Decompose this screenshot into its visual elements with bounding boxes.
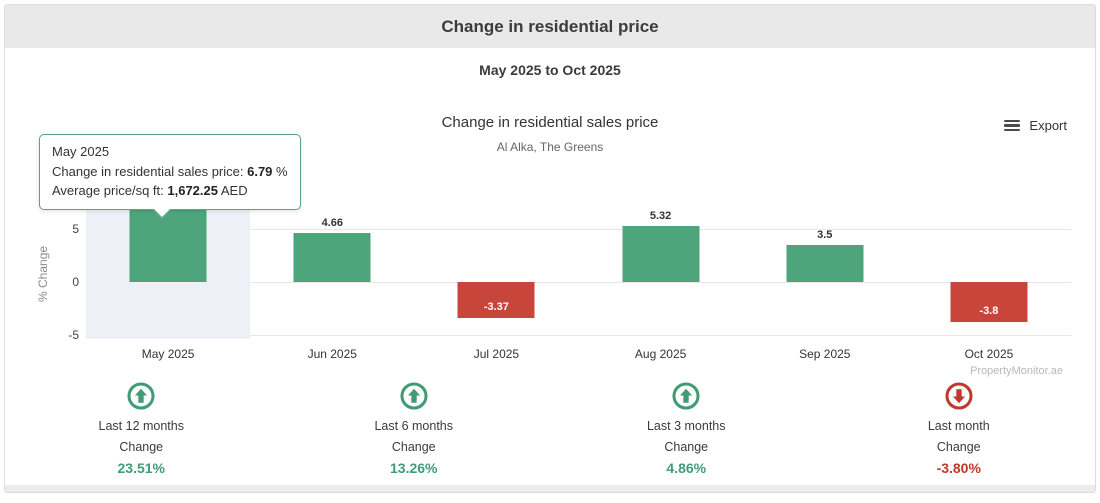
stat-change-label: Change [119,440,164,454]
bar-may-2025[interactable] [129,210,207,282]
plot-column-jun-2025: 4.66 [250,208,414,339]
arrow-down-circle-icon [945,382,973,410]
chart-title: Change in residential sales price [441,114,659,131]
gridline [86,282,1071,283]
x-axis-label-may-2025: May 2025 [141,347,195,361]
stats-row: Last 12 months Change 23.51% Last 6 mont… [5,382,1095,476]
stat-last-month: Last month Change -3.80% [823,382,1096,476]
gridline [86,334,1071,336]
gridline [86,229,1071,231]
plot-column-may-2025: 6.79 [86,194,251,339]
stat-value: 4.86% [666,460,707,476]
bar-value-label: -3.37 [483,300,509,313]
menu-icon [1004,119,1021,132]
y-tick-label: 0 [72,275,79,289]
bar-oct-2025[interactable] [950,282,1028,323]
y-tick-label: -5 [68,327,79,342]
bar-sep-2025[interactable] [786,245,864,282]
bar-value-label: -3.8 [979,305,999,318]
chart-subtitle: Al Alka, The Greens [496,140,604,154]
stat-change-label: Change [664,440,709,454]
stat-value: -3.80% [936,460,981,476]
bar-value-label: 3.5 [817,229,833,241]
arrow-up-circle-icon [127,382,155,410]
plot-area: 6.79 4.66 -3.37 5.32 3.5 -3.8 [86,194,1071,339]
stat-last-6-months: Last 6 months Change 13.26% [278,382,551,476]
x-axis-labels: May 2025 Jun 2025 Jul 2025 Aug 2025 Sep 2025… [86,347,1071,361]
stat-period-label: Last 12 months [98,419,184,433]
y-axis-title: % Change [36,245,50,302]
x-axis-label-oct-2025: Oct 2025 [964,347,1014,361]
x-axis-label-jul-2025: Jul 2025 [473,347,520,361]
x-axis-label-sep-2025: Sep 2025 [799,347,851,361]
chart-tooltip: May 2025 Change in residential sales pri… [39,134,301,218]
stat-period-label: Last 3 months [646,419,726,433]
footer-strip [5,485,1095,492]
arrow-up-circle-icon [672,382,700,410]
bar-jun-2025[interactable] [293,232,371,282]
export-button[interactable]: Export [1004,118,1067,133]
plot-column-oct-2025: -3.8 [907,208,1071,339]
tooltip-line-avg-price: Average price/sq ft: 1,672.25 AED [52,183,248,198]
widget-header: Change in residential price [5,5,1095,48]
y-tick-label: 5 [72,222,79,237]
x-axis-label-jun-2025: Jun 2025 [307,347,357,361]
stat-change-label: Change [391,440,436,454]
stat-period-label: Last 6 months [374,419,453,433]
watermark: PropertyMonitor.ae [970,365,1063,377]
stat-change-label: Change [936,440,981,454]
stat-last-12-months: Last 12 months Change 23.51% [5,382,278,476]
widget-title: Change in residential price [441,16,659,36]
arrow-up-circle-icon [400,382,428,410]
bar-value-label: 4.66 [321,216,343,229]
plot-column-sep-2025: 3.5 [743,208,907,339]
stat-value: 23.51% [117,460,165,476]
plot-column-aug-2025: 5.32 [579,208,743,339]
tooltip-title: May 2025 [52,144,110,159]
y-axis: 5 0 -5 [53,208,81,342]
stat-period-label: Last month [927,419,990,433]
stat-last-3-months: Last 3 months Change 4.86% [550,382,823,476]
bar-jul-2025[interactable] [457,282,535,318]
export-button-label: Export [1029,118,1067,133]
bar-aug-2025[interactable] [622,225,700,282]
bar-value-label: 5.32 [649,209,672,222]
plot-column-jul-2025: -3.37 [414,208,578,339]
chart-section: Change in residential sales price Al Alk… [5,101,1095,381]
x-axis-label-aug-2025: Aug 2025 [634,347,687,361]
residential-price-widget: Change in residential price May 2025 to … [4,4,1096,493]
period-subtitle: May 2025 to Oct 2025 [479,62,621,78]
tooltip-line-price-change: Change in residential sales price: 6.79 … [52,163,288,179]
stat-value: 13.26% [390,460,438,476]
